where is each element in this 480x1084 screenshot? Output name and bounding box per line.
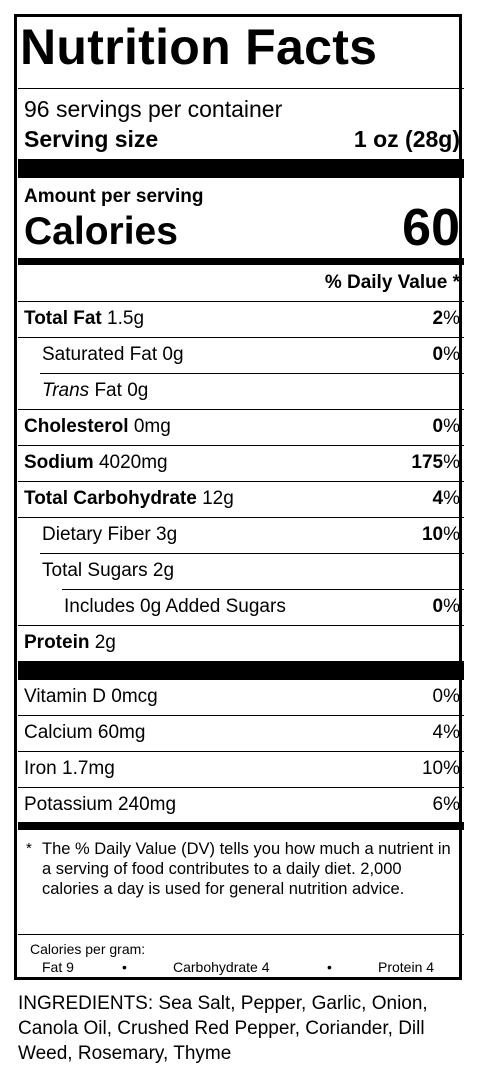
divider bbox=[18, 787, 464, 788]
divider bbox=[18, 625, 464, 626]
divider bbox=[18, 445, 464, 446]
nutrition-label bbox=[14, 14, 462, 980]
dv-total-fat: 2% bbox=[432, 308, 460, 329]
label-title: Nutrition Facts bbox=[20, 19, 378, 75]
potassium: Potassium 240mg bbox=[24, 794, 177, 815]
dv-vitamin-d: 0% bbox=[432, 686, 460, 707]
cpg-separator: • bbox=[122, 959, 127, 975]
ingredients-text: INGREDIENTS: Sea Salt, Pepper, Garlic, O… bbox=[18, 993, 428, 1064]
calories-per-gram-label: Calories per gram: bbox=[30, 941, 146, 957]
calories-label: Calories bbox=[24, 210, 178, 253]
serving-size-label: Serving size bbox=[24, 126, 159, 152]
nutrient-protein: Protein 2g bbox=[24, 632, 116, 653]
thick-divider bbox=[18, 661, 464, 680]
divider bbox=[18, 481, 464, 482]
nutrient-sodium: Sodium 4020mg bbox=[24, 452, 168, 473]
dv-added-sugars: 0% bbox=[432, 596, 460, 617]
nutrient-trans-fat: Trans Fat 0g bbox=[42, 380, 149, 401]
medium-divider bbox=[18, 822, 464, 830]
divider bbox=[18, 409, 464, 410]
divider bbox=[18, 88, 464, 89]
divider bbox=[40, 373, 464, 374]
dv-saturated-fat: 0% bbox=[432, 344, 460, 365]
divider bbox=[40, 553, 464, 554]
dv-total-carbohydrate: 4% bbox=[432, 488, 460, 509]
iron: Iron 1.7mg bbox=[24, 758, 115, 779]
vitamin-d: Vitamin D 0mcg bbox=[24, 686, 158, 707]
cpg-carbohydrate: Carbohydrate 4 bbox=[173, 959, 270, 975]
nutrient-added-sugars: Includes 0g Added Sugars bbox=[64, 596, 286, 617]
calories-value: 60 bbox=[402, 199, 460, 257]
serving-size-value: 1 oz (28g) bbox=[353, 126, 460, 152]
calcium: Calcium 60mg bbox=[24, 722, 146, 743]
daily-value-header: % Daily Value * bbox=[324, 272, 460, 293]
divider bbox=[18, 715, 464, 716]
divider bbox=[18, 934, 464, 935]
nutrient-cholesterol: Cholesterol 0mg bbox=[24, 416, 171, 437]
nutrient-total-carbohydrate: Total Carbohydrate 12g bbox=[24, 488, 234, 509]
footnote-star: * bbox=[26, 840, 32, 857]
cpg-separator: • bbox=[327, 959, 332, 975]
amount-per-serving: Amount per serving bbox=[24, 186, 204, 207]
dv-sodium: 175% bbox=[411, 452, 460, 473]
dv-potassium: 6% bbox=[432, 794, 460, 815]
divider bbox=[18, 337, 464, 338]
nutrient-total-sugars: Total Sugars 2g bbox=[42, 560, 175, 581]
nutrient-saturated-fat: Saturated Fat 0g bbox=[42, 344, 184, 365]
thick-divider bbox=[18, 159, 464, 178]
dv-iron: 10% bbox=[421, 758, 460, 779]
dv-dietary-fiber: 10% bbox=[421, 524, 460, 545]
cpg-fat: Fat 9 bbox=[42, 959, 74, 975]
nutrient-dietary-fiber: Dietary Fiber 3g bbox=[42, 524, 178, 545]
divider bbox=[18, 301, 464, 302]
nutrient-total-fat: Total Fat 1.5g bbox=[24, 308, 145, 329]
footnote-text: The % Daily Value (DV) tells you how muc… bbox=[42, 840, 451, 898]
divider bbox=[62, 589, 464, 590]
dv-calcium: 4% bbox=[432, 722, 460, 743]
servings-per-container: 96 servings per container bbox=[24, 96, 283, 122]
medium-divider bbox=[18, 258, 464, 265]
divider bbox=[18, 517, 464, 518]
cpg-protein: Protein 4 bbox=[378, 959, 435, 975]
divider bbox=[18, 751, 464, 752]
dv-cholesterol: 0% bbox=[432, 416, 460, 437]
